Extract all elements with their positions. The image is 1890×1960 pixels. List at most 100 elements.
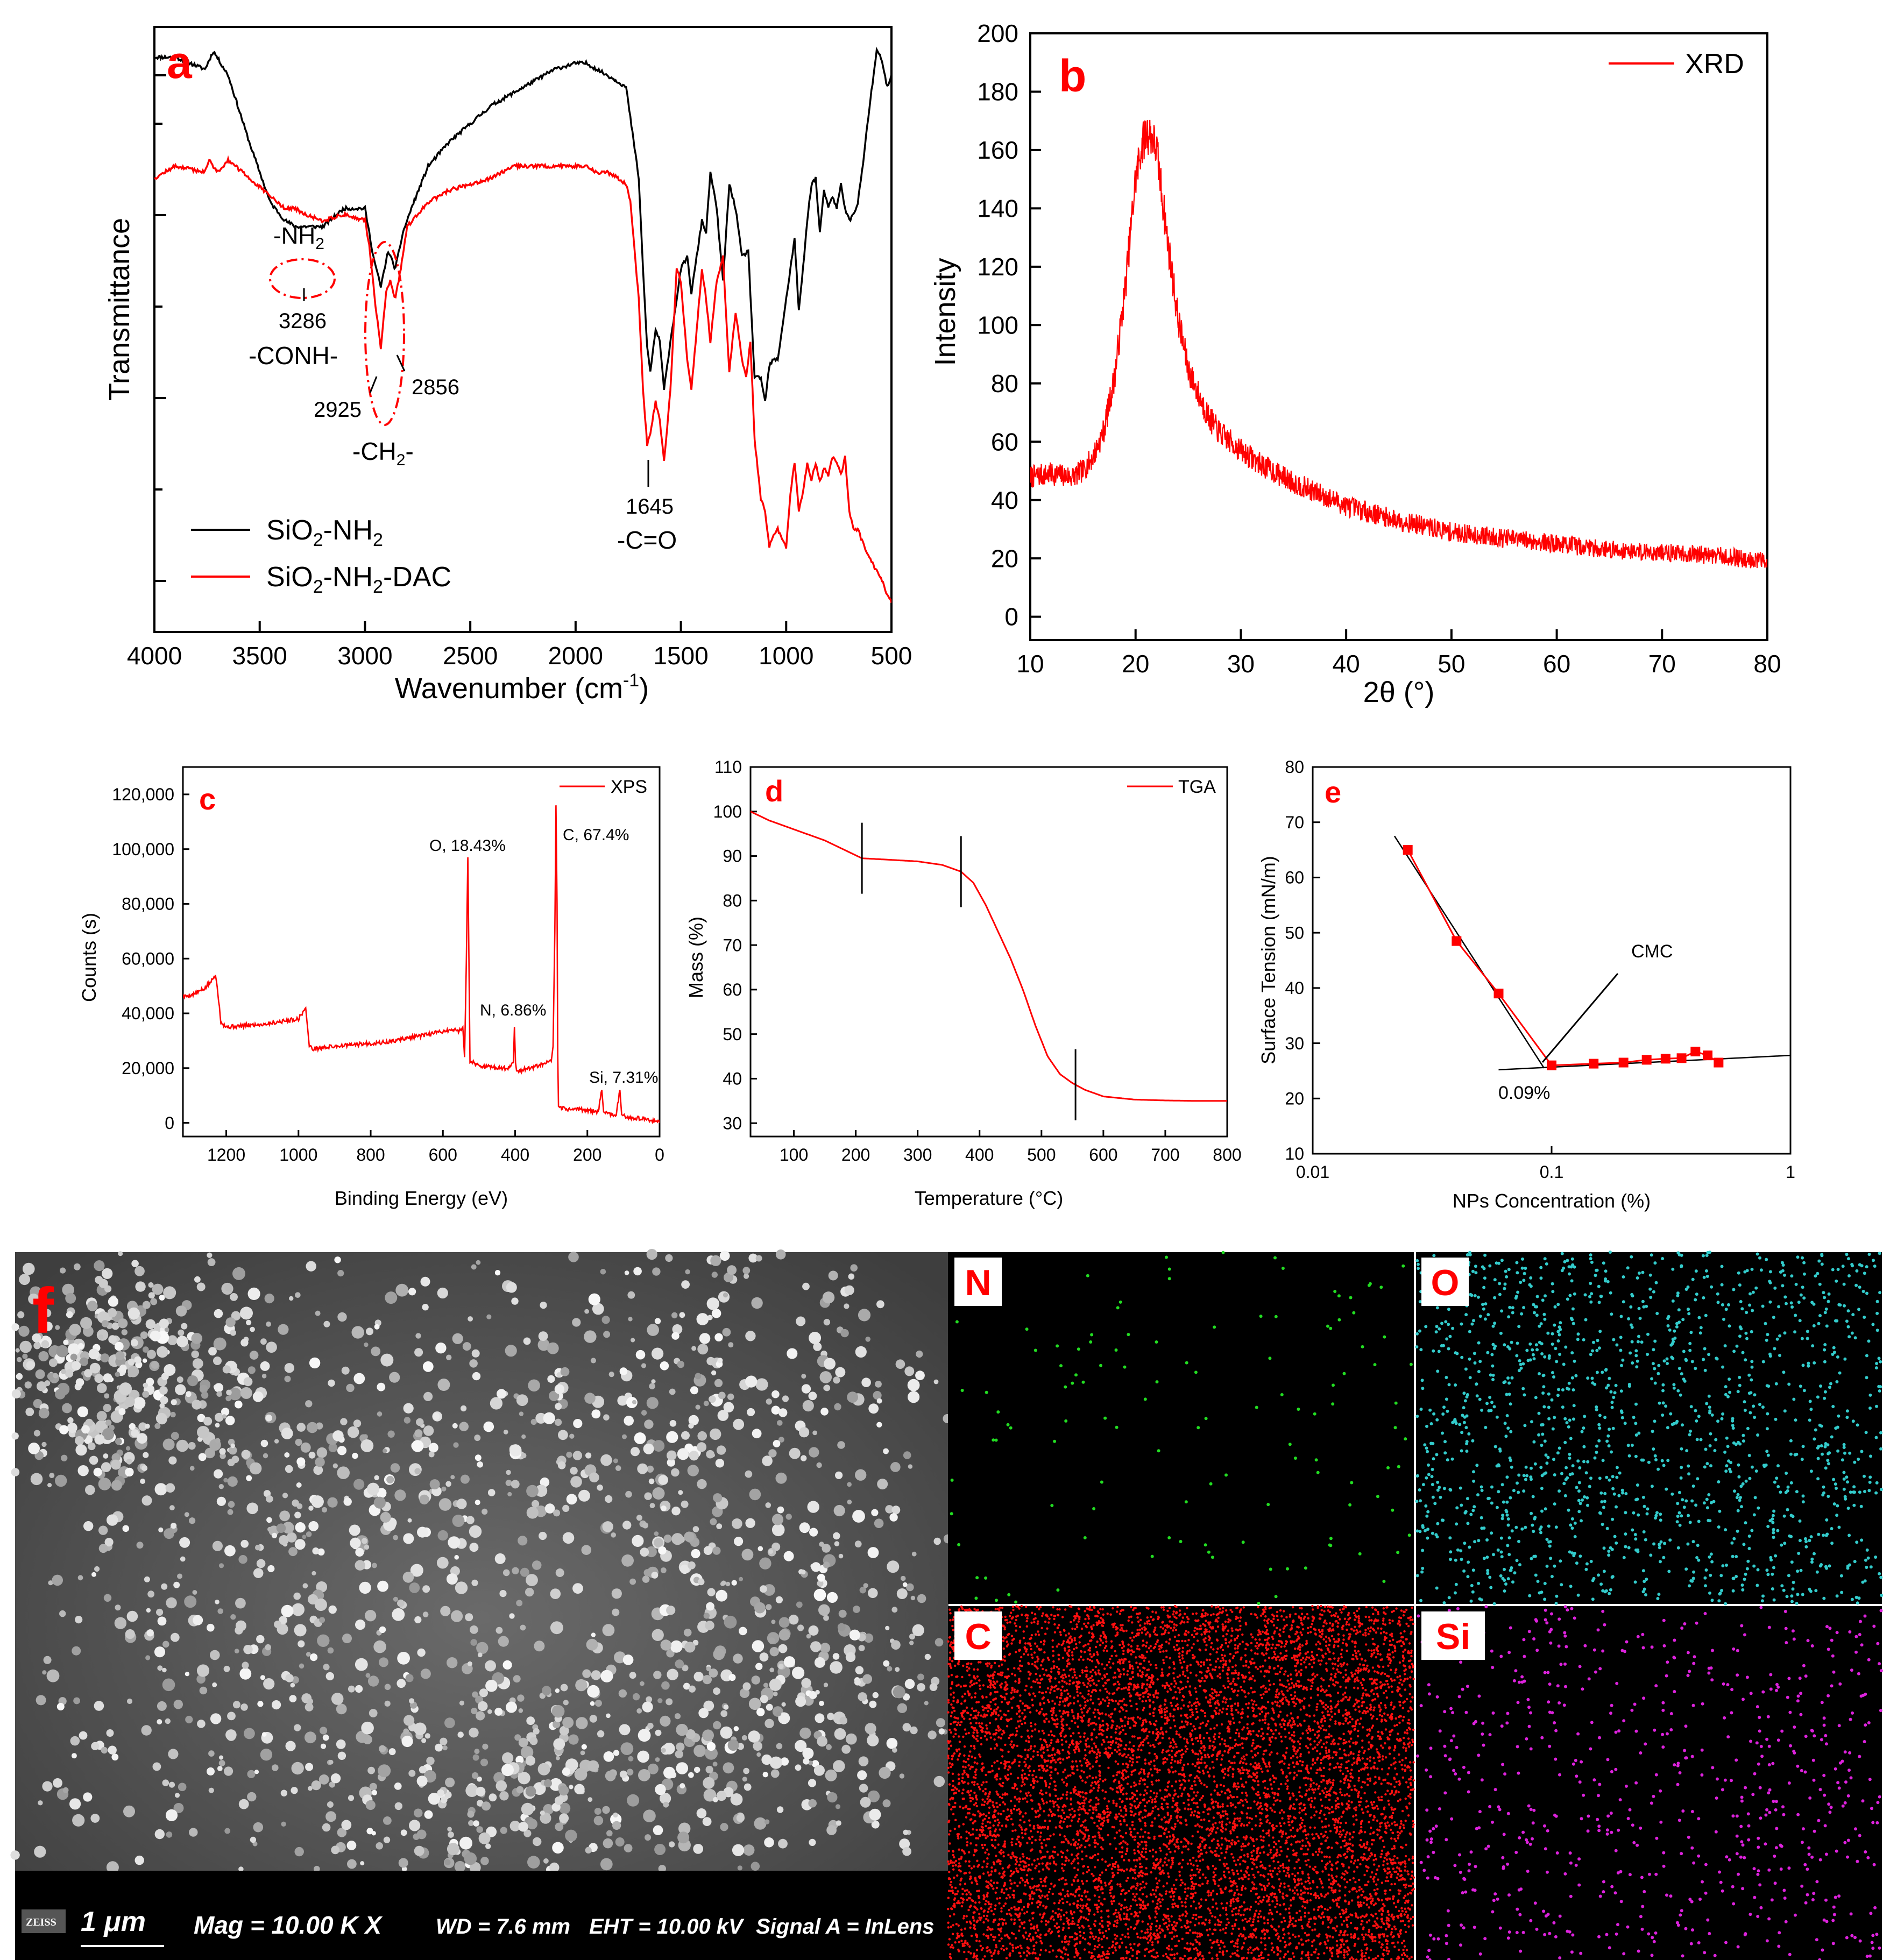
sem-particle bbox=[247, 1770, 256, 1778]
sem-particle bbox=[178, 1329, 185, 1336]
sem-particle bbox=[114, 1617, 127, 1629]
eds-dot bbox=[1797, 1552, 1801, 1555]
eds-dot bbox=[1630, 1325, 1634, 1329]
eds-dot bbox=[1845, 1416, 1849, 1419]
eds-dot bbox=[1733, 1489, 1736, 1493]
eds-dot bbox=[1834, 1482, 1837, 1486]
eds-dot bbox=[1659, 1518, 1662, 1522]
sem-particle bbox=[145, 1655, 151, 1660]
eds-dot bbox=[1287, 1885, 1290, 1887]
sem-particle bbox=[373, 1640, 386, 1653]
eds-dot bbox=[1745, 1567, 1749, 1571]
sem-particle bbox=[33, 1399, 43, 1408]
sem-particle bbox=[835, 1804, 841, 1809]
sem-particle bbox=[361, 1721, 374, 1735]
sem-particle bbox=[136, 1542, 144, 1549]
eds-dot bbox=[1835, 1319, 1839, 1323]
sem-particle bbox=[249, 1462, 262, 1475]
eds-dot bbox=[1152, 1956, 1155, 1958]
sem-particle bbox=[94, 1566, 100, 1572]
eds-dot bbox=[949, 1612, 952, 1615]
eds-dot bbox=[1749, 1411, 1752, 1415]
sem-particle bbox=[302, 1535, 307, 1539]
eds-dot bbox=[1823, 1445, 1827, 1448]
sem-particle bbox=[383, 1816, 392, 1825]
eds-dot bbox=[1599, 1582, 1603, 1586]
eds-dot bbox=[1806, 1330, 1809, 1333]
sem-particle bbox=[716, 1791, 727, 1801]
eds-dot bbox=[1602, 1505, 1605, 1509]
eds-dot bbox=[1128, 1798, 1131, 1800]
eds-dot bbox=[1465, 1450, 1469, 1453]
sem-particle bbox=[471, 1264, 477, 1270]
eds-dot bbox=[1404, 1437, 1407, 1441]
eds-dot bbox=[1771, 1587, 1774, 1590]
eds-dot bbox=[1215, 1847, 1218, 1849]
sem-particle bbox=[121, 1329, 128, 1336]
eds-dot bbox=[1563, 1417, 1567, 1421]
sem-particle bbox=[722, 1327, 731, 1337]
sem-particle bbox=[173, 1803, 184, 1813]
sem-particle bbox=[899, 1838, 910, 1850]
eds-dot bbox=[1018, 1641, 1021, 1644]
eds-dot bbox=[1541, 1423, 1545, 1426]
panel-label-c: c bbox=[199, 782, 216, 816]
sem-particle bbox=[444, 1859, 451, 1866]
eds-dot bbox=[1502, 1381, 1506, 1384]
y-tick-label: 60 bbox=[1285, 868, 1304, 887]
eds-dot bbox=[1694, 1367, 1697, 1370]
y-tick-label: 180 bbox=[977, 78, 1018, 106]
eds-dot bbox=[1049, 1783, 1052, 1785]
sem-particle bbox=[227, 1476, 238, 1487]
eds-dot bbox=[1735, 1575, 1738, 1578]
eds-dot bbox=[1572, 1404, 1576, 1408]
eds-dot bbox=[1692, 1570, 1696, 1574]
sem-particle bbox=[159, 1318, 169, 1329]
eds-dot bbox=[1536, 1580, 1540, 1583]
eds-dot bbox=[1008, 1937, 1011, 1940]
eds-dot bbox=[1528, 1594, 1532, 1597]
eds-dot bbox=[1671, 1337, 1675, 1341]
sem-particle bbox=[240, 1539, 249, 1548]
sem-particle bbox=[468, 1820, 474, 1826]
eds-dot bbox=[1826, 1459, 1830, 1462]
eds-dot bbox=[1020, 1826, 1023, 1829]
eds-dot bbox=[992, 1861, 995, 1864]
eds-dot bbox=[1793, 1330, 1797, 1334]
sem-particle bbox=[366, 1327, 373, 1336]
eds-dot bbox=[1627, 1317, 1631, 1320]
eds-dot bbox=[1184, 1500, 1188, 1504]
eds-dot bbox=[1756, 1568, 1760, 1572]
eds-dot bbox=[1629, 1351, 1632, 1355]
sem-particle bbox=[629, 1578, 636, 1585]
sem-particle bbox=[648, 1478, 655, 1485]
sem-particle bbox=[749, 1488, 761, 1501]
eds-dot bbox=[1538, 1528, 1542, 1531]
annotation-cmc: CMC bbox=[1631, 941, 1673, 962]
sem-particle bbox=[844, 1285, 854, 1295]
eds-dot bbox=[1250, 1633, 1252, 1636]
eds-dot bbox=[1855, 1540, 1859, 1544]
sem-particle bbox=[769, 1756, 782, 1769]
sem-particle bbox=[783, 1656, 796, 1668]
sem-particle bbox=[469, 1359, 478, 1368]
eds-dot bbox=[1801, 1256, 1804, 1260]
sem-particle bbox=[612, 1821, 621, 1830]
eds-dot bbox=[1767, 1384, 1771, 1388]
eds-dot bbox=[1874, 1436, 1878, 1439]
sem-particle bbox=[677, 1360, 685, 1368]
sem-particle bbox=[589, 1472, 599, 1483]
sem-particle bbox=[622, 1654, 634, 1665]
sem-particle bbox=[199, 1384, 208, 1394]
eds-dot bbox=[1576, 1593, 1580, 1597]
eds-dot bbox=[1866, 1556, 1870, 1560]
eds-dot bbox=[1262, 1836, 1265, 1838]
eds-dot bbox=[1251, 1854, 1254, 1857]
eds-dot bbox=[1691, 1540, 1695, 1544]
eds-dot bbox=[1798, 1319, 1802, 1323]
sem-particle bbox=[415, 1333, 421, 1339]
eds-dot bbox=[1042, 1769, 1045, 1772]
eds-dot bbox=[1107, 1702, 1110, 1705]
sem-particle bbox=[730, 1793, 743, 1806]
